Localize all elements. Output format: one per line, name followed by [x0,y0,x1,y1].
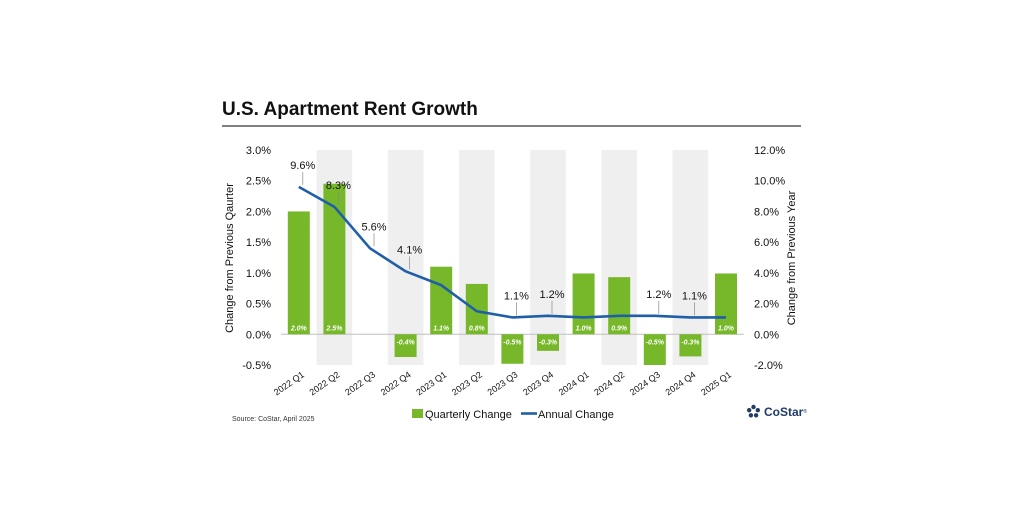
quarterly-bar [537,334,559,351]
right-axis-tick: 2.0% [754,299,779,311]
line-value-label: 5.6% [361,221,386,233]
x-axis-tick: 2023 Q1 [414,369,448,397]
quarterly-bar [715,273,737,335]
bar-value-label: 0.8% [469,325,486,332]
bar-value-label: -0.4% [396,339,415,346]
right-axis-tick: 12.0% [754,145,785,157]
left-axis-tick: 2.5% [246,176,271,188]
bar-value-label: 2.0% [290,325,308,332]
x-axis-tick: 2023 Q2 [450,369,484,397]
bar-value-label: -0.3% [681,339,700,346]
x-axis-tick: 2024 Q1 [557,369,591,397]
left-axis-tick: -0.5% [242,360,271,372]
x-axis-tick: 2025 Q1 [699,369,733,397]
line-value-label: 1.2% [646,289,671,301]
right-axis-title: Change from Previous Year [786,190,798,325]
quarterly-bar [465,283,488,335]
bar-value-label: 1.1% [433,325,450,332]
costar-star-icon [747,404,760,418]
costar-logo: CoStar ® [746,404,807,419]
source-note: Source: CoStar, April 2025 [232,416,315,423]
bar-value-label: 1.0% [576,325,593,332]
x-axis-tick: 2024 Q4 [664,369,698,397]
quarterly-bar [394,334,417,358]
right-axis-tick: 8.0% [754,206,779,218]
legend-label-annual: Annual Change [538,409,614,421]
line-value-label: 1.2% [539,289,564,301]
right-axis-tick: 6.0% [754,237,779,249]
quarterly-bar [608,277,631,335]
x-axis-tick: 2022 Q3 [343,369,377,397]
x-axis-tick: 2022 Q4 [379,369,413,397]
logo-trademark: ® [803,408,808,415]
bar-value-label: 2.5% [325,325,343,332]
bar-value-label: -0.5% [646,339,665,346]
right-axis-tick: -2.0% [754,360,783,372]
line-value-label: 1.1% [682,290,707,302]
column-shade [530,150,566,365]
quarterly-bar [679,334,702,357]
legend-label-quarterly: Quarterly Change [425,409,512,421]
bar-value-label: -0.5% [503,339,522,346]
left-axis-tick: 2.0% [246,206,271,218]
logo-text: CoStar [764,404,804,419]
line-value-label: 8.3% [326,180,351,192]
bar-value-label: 1.0% [718,325,735,332]
x-axis-tick: 2022 Q2 [308,369,342,397]
x-axis-tick: 2024 Q3 [628,369,662,397]
title-divider [222,125,801,127]
line-value-label: 1.1% [504,290,529,302]
chart-title: U.S. Apartment Rent Growth [222,99,478,120]
column-shade [672,150,709,365]
quarterly-bar [430,266,453,335]
left-axis-tick: 0.0% [246,329,271,341]
line-value-label: 4.1% [397,244,422,256]
left-axis-tick: 1.5% [246,237,271,249]
left-axis-tick: 3.0% [246,145,271,157]
legend-swatch-quarterly [412,409,423,418]
quarterly-bar [287,211,310,335]
left-axis-tick: 0.5% [246,299,271,311]
bar-value-label: 0.0% [362,325,379,332]
quarterly-bar [501,334,524,364]
right-axis-tick: 0.0% [754,329,779,341]
left-axis-tick: 1.0% [246,268,271,280]
quarterly-bar [572,273,595,335]
column-shade [387,150,424,365]
bar-value-label: -0.3% [539,339,558,346]
quarterly-bar [323,183,346,335]
left-axis-title: Change from Previous Qaurter [224,183,236,333]
x-axis-tick: 2024 Q2 [592,369,626,397]
quarterly-bar [643,334,666,365]
line-value-label: 9.6% [290,160,315,172]
right-axis-tick: 4.0% [754,268,779,280]
x-axis-tick: 2022 Q1 [272,369,306,397]
annual-change-line [298,185,726,319]
x-axis-tick: 2023 Q3 [486,369,520,397]
bar-value-label: 0.9% [611,325,628,332]
right-axis-tick: 10.0% [754,176,785,188]
x-axis-tick: 2023 Q4 [521,369,555,397]
